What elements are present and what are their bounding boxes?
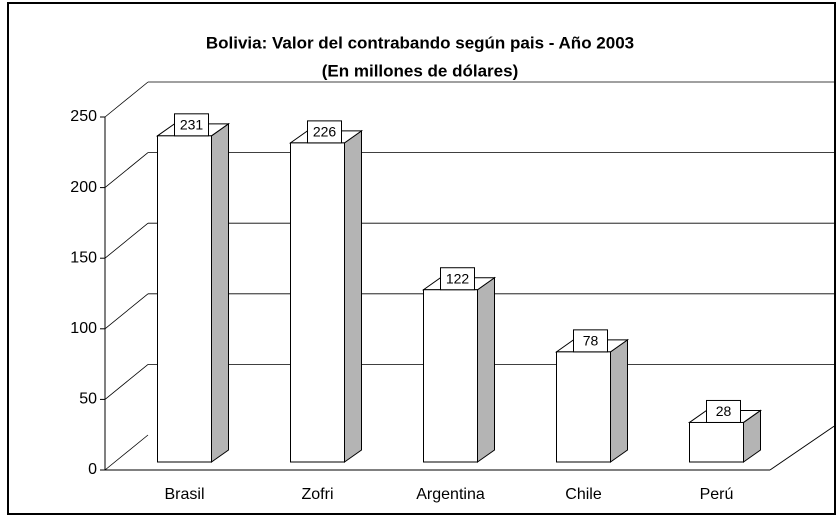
value-label: 122: [446, 270, 470, 286]
grid-line: [104, 293, 149, 330]
value-label: 78: [583, 333, 599, 349]
value-label-box: [706, 399, 741, 423]
x-tick-label: Perú: [700, 486, 734, 503]
floor-edge: [769, 425, 835, 471]
bar-front: [290, 142, 345, 463]
y-tick-label: 0: [88, 461, 97, 478]
value-label-box: [307, 120, 342, 144]
chart-subtitle: (En millones de dólares): [322, 61, 519, 80]
grid-line: [104, 152, 149, 188]
x-tick-label: Brasil: [164, 486, 204, 503]
y-tick-label: 100: [70, 320, 97, 337]
y-tick-label: 50: [79, 391, 97, 408]
x-tick-label: Chile: [565, 486, 602, 503]
grid-line: [104, 81, 149, 118]
bar-front: [556, 351, 611, 463]
bar-front: [157, 135, 212, 463]
grid-line: [104, 364, 149, 400]
bar-side: [610, 338, 628, 463]
bar-side: [344, 129, 362, 463]
grid-line: [104, 222, 149, 259]
bar-front: [689, 421, 744, 463]
value-label: 28: [716, 403, 732, 419]
bar: [554, 338, 630, 463]
bar: [288, 129, 364, 463]
value-label: 226: [313, 124, 337, 140]
y-tick-label: 150: [70, 249, 97, 266]
grid-line: [104, 434, 149, 471]
y-tick-label: 200: [70, 179, 97, 196]
value-label-box: [174, 113, 209, 137]
bar: [155, 122, 231, 463]
bar-side: [211, 122, 229, 463]
x-tick-label: Argentina: [416, 486, 485, 503]
bar: [421, 276, 497, 463]
bar: [687, 409, 763, 463]
value-label: 231: [180, 117, 204, 133]
bar-front: [423, 289, 478, 463]
value-label-box: [440, 267, 475, 291]
y-tick-label: 250: [70, 108, 97, 125]
x-tick-label: Zofri: [302, 486, 334, 503]
bar-side: [477, 276, 495, 463]
chart-title: Bolivia: Valor del contrabando según pai…: [206, 33, 634, 52]
value-label-box: [573, 329, 608, 353]
